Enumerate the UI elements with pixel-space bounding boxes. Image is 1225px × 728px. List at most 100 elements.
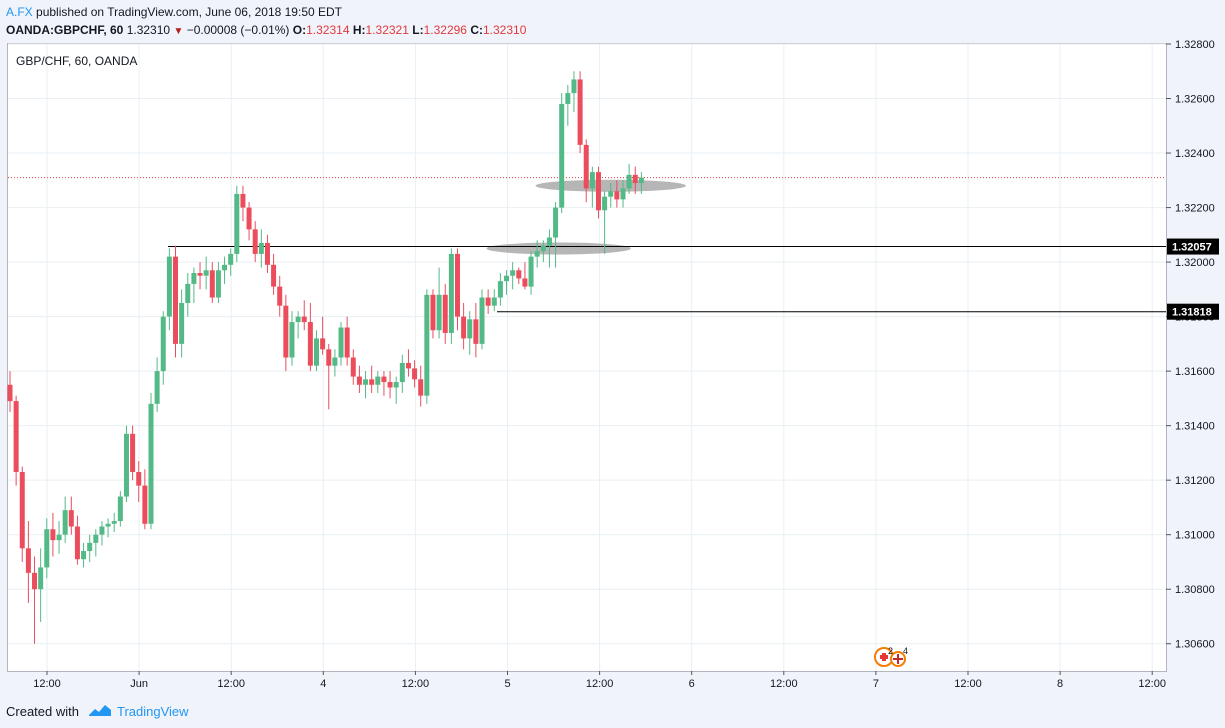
candle-body xyxy=(510,270,516,276)
candle-body xyxy=(185,283,191,303)
candle-body xyxy=(620,188,626,200)
x-tick-label: 4 xyxy=(320,678,326,690)
candle-body xyxy=(565,93,571,104)
last-price: 1.32310 xyxy=(126,23,171,37)
candle-body xyxy=(277,286,283,306)
candle-body xyxy=(436,294,442,331)
x-tick-label: 5 xyxy=(504,678,510,690)
candle-body xyxy=(234,193,240,254)
candle-body xyxy=(461,316,467,339)
candle-body xyxy=(528,256,534,287)
candle-body xyxy=(301,316,307,323)
candle-body xyxy=(344,327,350,358)
candle-body xyxy=(68,510,74,527)
candle-body xyxy=(32,572,38,590)
high-value: 1.32321 xyxy=(365,23,409,37)
candle-body xyxy=(252,229,258,254)
candles xyxy=(7,71,644,644)
candlestick-chart[interactable]: 1.32800 1.32600 1.32400 1.32200 1.32000 1.318… xyxy=(0,0,1225,698)
candle-body xyxy=(130,433,136,472)
footer: Created with TradingView xyxy=(0,698,1225,728)
candle-body xyxy=(209,270,215,298)
y-tick-label: 1.30800 xyxy=(1175,584,1215,596)
symbol-label: OANDA:GBPCHF, 60 xyxy=(6,23,124,37)
x-tick-label: 12:00 xyxy=(402,678,430,690)
candle-body xyxy=(283,305,289,358)
candle-body xyxy=(350,357,356,377)
candle-body xyxy=(44,529,50,568)
candle-body xyxy=(356,376,362,385)
candle-body xyxy=(442,294,448,333)
author-link[interactable]: A.FX xyxy=(6,5,33,19)
publish-line: A.FX published on TradingView.com, June … xyxy=(6,5,342,19)
candle-body xyxy=(363,379,369,385)
candle-body xyxy=(632,174,638,184)
y-tick-label: 1.32600 xyxy=(1175,94,1215,106)
candle-body xyxy=(448,253,454,333)
highlight-zone-ellipse xyxy=(486,242,631,255)
candle-body xyxy=(546,237,552,246)
candle-body xyxy=(381,376,387,383)
candle-body xyxy=(589,172,595,189)
candle-body xyxy=(571,79,577,94)
level-price-tag xyxy=(1167,238,1219,255)
candle-body xyxy=(638,177,644,184)
candle-body xyxy=(258,243,264,254)
y-tick-label: 1.32200 xyxy=(1175,203,1215,215)
y-tick-label: 1.31000 xyxy=(1175,530,1215,542)
y-tick-label: 1.31200 xyxy=(1175,475,1215,487)
tradingview-link[interactable]: TradingView xyxy=(117,704,189,719)
y-tick-label: 1.31400 xyxy=(1175,421,1215,433)
candle-body xyxy=(534,251,540,257)
candle-body xyxy=(418,379,424,396)
x-tick-label: 12:00 xyxy=(217,678,245,690)
candle-body xyxy=(136,471,142,486)
x-tick-label: 12:00 xyxy=(586,678,614,690)
open-key: O: xyxy=(292,23,307,37)
created-with-text: Created with xyxy=(6,704,79,719)
candle-body xyxy=(467,319,473,339)
candle-body xyxy=(240,193,246,208)
candle-body xyxy=(173,256,179,344)
chart-symbol-label: GBP/CHF, 60, OANDA xyxy=(16,54,138,68)
candle-body xyxy=(74,526,80,560)
candle-body xyxy=(99,526,105,535)
svg-text:2: 2 xyxy=(888,646,893,656)
level-price-label: 1.32057 xyxy=(1172,242,1212,254)
price-axis: 1.32800 1.32600 1.32400 1.32200 1.32000 1.318… xyxy=(1166,39,1219,651)
candle-body xyxy=(454,253,460,317)
candle-body xyxy=(332,357,338,366)
candle-body xyxy=(123,433,129,497)
down-arrow-icon: ▼ xyxy=(173,26,184,37)
candle-body xyxy=(203,270,209,276)
level-price-tag xyxy=(1167,303,1219,320)
candle-body xyxy=(424,294,430,396)
y-tick-label: 1.32800 xyxy=(1175,39,1215,51)
x-tick-label: 6 xyxy=(689,678,695,690)
tradingview-logo-icon[interactable] xyxy=(87,701,113,721)
candle-body xyxy=(264,243,270,265)
candle-body xyxy=(369,379,375,385)
ohlc-legend: OANDA:GBPCHF, 60 1.32310 ▼ −0.00008 (−0.… xyxy=(6,23,526,37)
candle-body xyxy=(307,322,313,366)
candle-body xyxy=(93,534,99,543)
candle-body xyxy=(25,548,31,573)
candle-body xyxy=(50,529,56,541)
candle-body xyxy=(154,371,160,404)
x-tick-label: 12:00 xyxy=(33,678,61,690)
close-value: 1.32310 xyxy=(483,23,527,37)
candle-body xyxy=(602,196,608,211)
candle-body xyxy=(577,79,583,145)
candle-body xyxy=(504,275,510,282)
low-value: 1.32296 xyxy=(423,23,467,37)
candle-body xyxy=(222,264,228,271)
published-text: published on TradingView.com, June 06, 2… xyxy=(36,5,342,19)
candle-body xyxy=(393,382,399,388)
candle-body xyxy=(338,327,344,358)
x-tick-label: 12:00 xyxy=(1138,678,1166,690)
candle-body xyxy=(166,256,172,317)
candle-body xyxy=(62,510,68,535)
currency-flags-icon[interactable]: 2 4 xyxy=(874,646,908,667)
y-tick-label: 1.32400 xyxy=(1175,148,1215,160)
candle-body xyxy=(7,384,13,402)
